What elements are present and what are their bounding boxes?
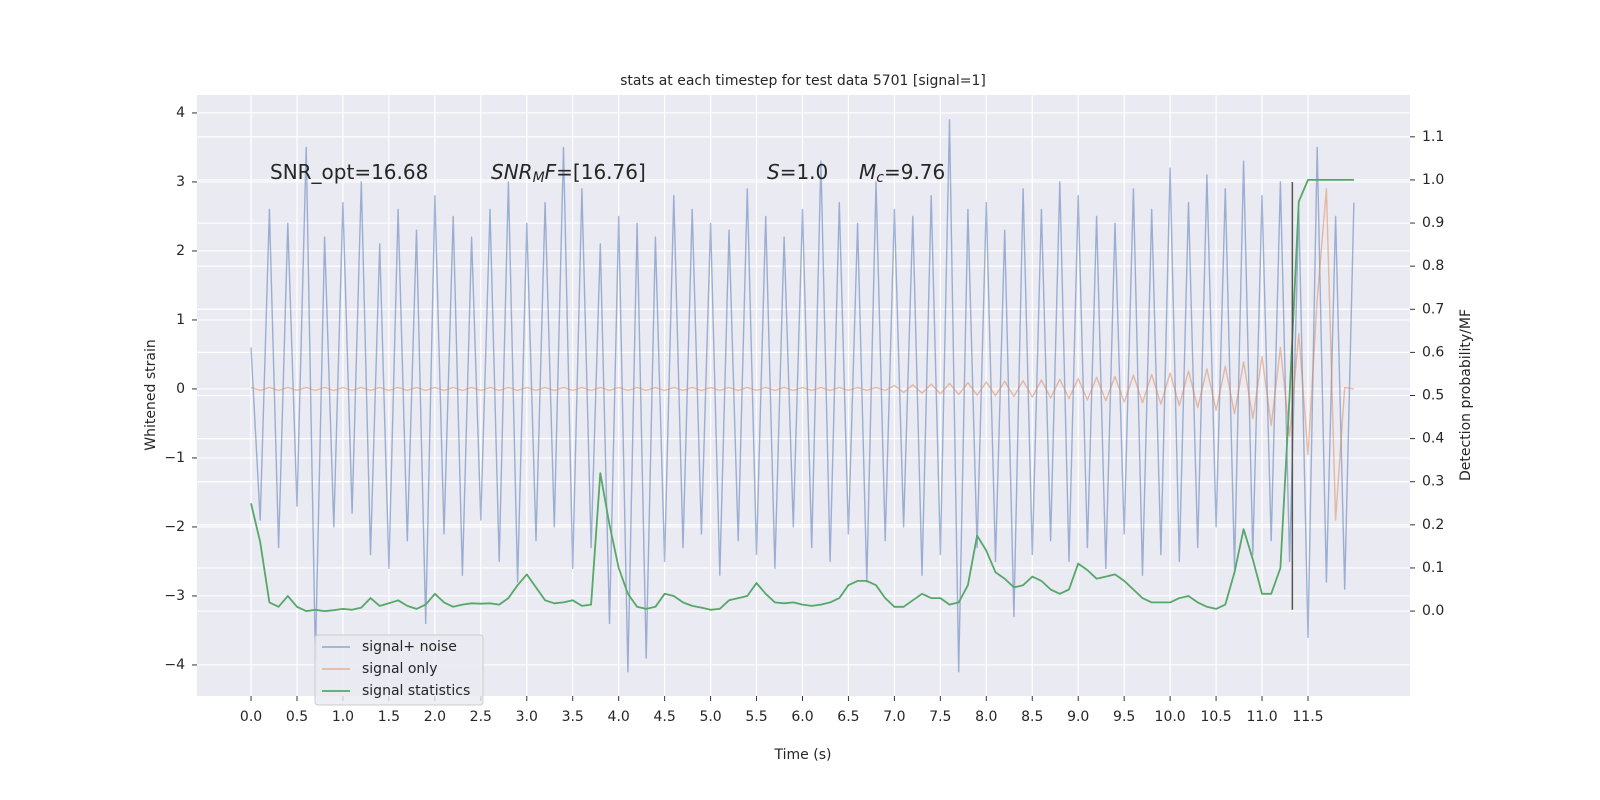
annotation-part: M xyxy=(533,170,545,186)
x-axis-label: Time (s) xyxy=(774,747,832,763)
y2-tick-label: 0.2 xyxy=(1422,517,1444,533)
x-tick-label: 0.5 xyxy=(286,709,308,725)
y-tick-label: 0 xyxy=(176,381,185,397)
x-tick-label: 6.0 xyxy=(791,709,813,725)
y2-tick-label: 0.1 xyxy=(1422,560,1444,576)
y2-tick-label: 0.7 xyxy=(1422,301,1444,317)
x-tick-label: 3.5 xyxy=(562,709,584,725)
y2-tick-label: 0.6 xyxy=(1422,344,1444,360)
x-tick-label: 11.0 xyxy=(1246,709,1277,725)
y2-tick-label: 0.5 xyxy=(1422,388,1444,404)
x-tick-label: 2.5 xyxy=(470,709,492,725)
legend-label: signal statistics xyxy=(362,683,470,699)
y-axis-label: Whitened strain xyxy=(143,339,159,450)
series-line xyxy=(250,119,1355,673)
y-tick-label: −1 xyxy=(164,450,185,466)
y2-tick-label: 0.9 xyxy=(1422,215,1444,231)
annotation-part: M xyxy=(859,160,876,184)
y2-axis-label: Detection probability/MF xyxy=(1458,309,1474,481)
y-tick-label: −2 xyxy=(164,519,185,535)
x-tick-label: 5.0 xyxy=(699,709,721,725)
x-tick-label: 1.5 xyxy=(378,709,400,725)
annotation: SNRMF=[16.76] xyxy=(491,160,646,187)
x-tick-label: 8.5 xyxy=(1021,709,1043,725)
series-line xyxy=(250,179,1354,612)
x-tick-label: 1.0 xyxy=(332,709,354,725)
x-tick-label: 10.0 xyxy=(1155,709,1186,725)
y2-tick-label: 0.4 xyxy=(1422,431,1444,447)
x-tick-label: 3.0 xyxy=(516,709,538,725)
grid xyxy=(197,95,1410,696)
x-tick-label: 2.0 xyxy=(424,709,446,725)
y2-tick-label: 1.0 xyxy=(1422,172,1444,188)
series-line xyxy=(250,188,1354,521)
annotation-part: c xyxy=(876,170,884,186)
x-tick-label: 5.5 xyxy=(745,709,767,725)
legend: signal+ noise signal only signal statistic… xyxy=(314,634,484,706)
annotation-part: F xyxy=(545,160,557,184)
y-tick-label: 2 xyxy=(176,243,185,259)
y-tick-label: 1 xyxy=(176,312,185,328)
x-tick-label: 4.5 xyxy=(653,709,675,725)
x-tick-label: 0.0 xyxy=(240,709,262,725)
x-tick-label: 4.0 xyxy=(608,709,630,725)
annotation-part: =1.0 xyxy=(780,160,829,184)
x-tick-label: 7.0 xyxy=(883,709,905,725)
chart-title: stats at each timestep for test data 570… xyxy=(620,73,986,89)
x-tick-label: 8.0 xyxy=(975,709,997,725)
x-tick-label: 11.5 xyxy=(1292,709,1323,725)
legend-label: signal+ noise xyxy=(362,639,457,655)
legend-label: signal only xyxy=(362,661,437,677)
y2-tick-label: 1.1 xyxy=(1422,129,1444,145)
annotation-part: S xyxy=(767,160,780,184)
x-tick-label: 9.0 xyxy=(1067,709,1089,725)
y2-tick-label: 0.3 xyxy=(1422,474,1444,490)
annotation: S=1.0 xyxy=(767,160,828,184)
y2-tick-label: 0.0 xyxy=(1422,603,1444,619)
annotation: Mc=9.76 xyxy=(859,160,945,187)
y-tick-label: 3 xyxy=(176,174,185,190)
x-tick-label: 6.5 xyxy=(837,709,859,725)
y-tick-label: 4 xyxy=(176,105,185,121)
annotation-part: SNR_opt=16.68 xyxy=(270,160,428,184)
annotation-part: =9.76 xyxy=(884,160,945,184)
y2-tick-label: 0.8 xyxy=(1422,258,1444,274)
x-tick-label: 9.5 xyxy=(1113,709,1135,725)
annotation-part: =[16.76] xyxy=(556,160,646,184)
annotation: SNR_opt=16.68 xyxy=(270,160,428,184)
legend-box xyxy=(314,634,484,706)
x-tick-label: 7.5 xyxy=(929,709,951,725)
y-tick-label: −4 xyxy=(164,657,185,673)
annotation-part: SNR xyxy=(491,160,533,184)
x-tick-label: 10.5 xyxy=(1200,709,1231,725)
y-tick-label: −3 xyxy=(164,588,185,604)
